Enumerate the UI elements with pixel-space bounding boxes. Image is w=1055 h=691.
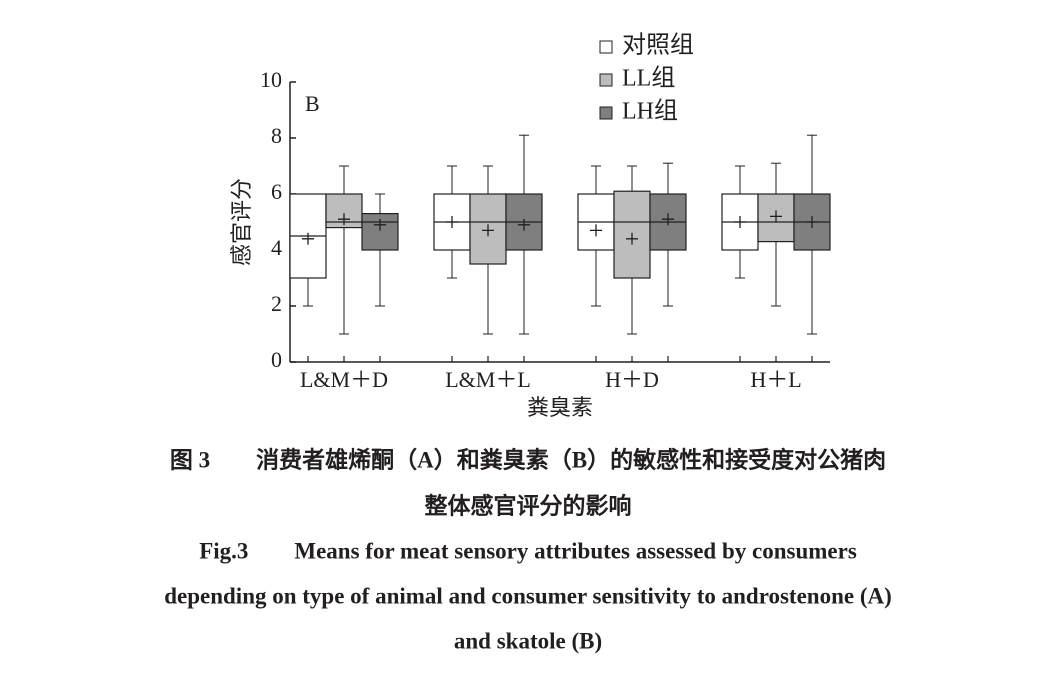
x-axis-label: 粪臭素 [527, 395, 593, 420]
legend-label: LH组 [622, 98, 678, 125]
mean-marker [302, 232, 314, 245]
caption-en: and skatole (B) [454, 628, 602, 653]
mean-marker [734, 216, 746, 228]
caption-cn: 整体感官评分的影响 [425, 492, 632, 518]
y-tick-label: 2 [271, 291, 282, 316]
mean-marker [446, 216, 458, 228]
mean-marker [626, 232, 638, 245]
y-tick-label: 0 [271, 347, 282, 372]
caption-en: Fig.3 Means for meat sensory attributes … [199, 538, 857, 563]
mean-marker [590, 224, 602, 237]
mean-marker [806, 216, 818, 228]
y-tick-label: 10 [260, 67, 282, 92]
mean-marker [518, 218, 530, 231]
legend-swatch [599, 73, 613, 87]
x-tick-label: H＋D [605, 367, 659, 392]
legend-label: LL组 [622, 65, 675, 92]
y-tick-label: 6 [271, 179, 282, 204]
legend-swatch [599, 40, 613, 54]
x-tick-label: L&M＋D [300, 367, 388, 392]
x-tick-label: L&M＋L [445, 367, 531, 392]
caption-en: depending on type of animal and consumer… [164, 583, 892, 608]
caption-cn: 图 3 消费者雄烯酮（A）和粪臭素（B）的敏感性和接受度对公猪肉 [170, 446, 886, 472]
mean-marker [374, 218, 386, 231]
y-tick-label: 8 [271, 123, 282, 148]
legend-swatch [599, 106, 613, 120]
box [613, 190, 651, 279]
y-tick-label: 4 [271, 235, 282, 260]
x-tick-label: H＋L [750, 367, 801, 392]
mean-marker [482, 224, 494, 237]
mean-marker [770, 210, 782, 223]
y-axis-label: 感官评分 [229, 178, 254, 266]
panel-label: B [305, 91, 320, 116]
legend-label: 对照组 [622, 32, 694, 59]
mean-marker [662, 213, 674, 226]
mean-marker [338, 213, 350, 226]
